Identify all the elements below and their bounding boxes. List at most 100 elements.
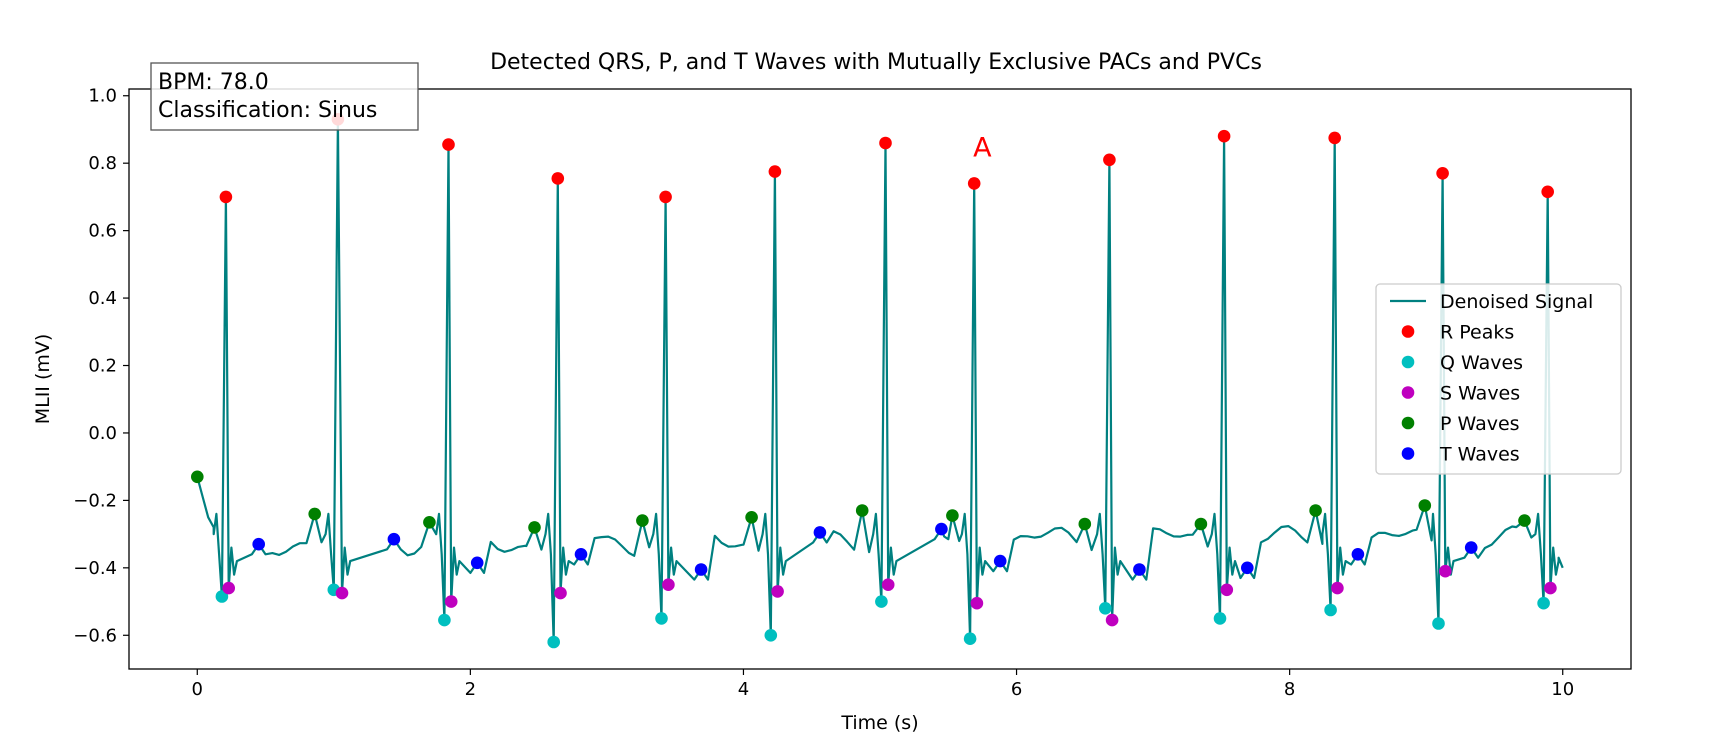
s-wave-marker [970,596,984,610]
plot-frame [128,88,1632,670]
p-wave-marker [946,509,959,522]
t-wave-marker [694,563,708,576]
t-wave-marker [252,537,265,551]
y-tick-label: −0.6 [73,625,117,646]
r-wave-marker [1436,167,1449,180]
annotation-label: A [973,132,992,163]
legend-label: Denoised Signal [1440,291,1593,313]
x-tick-label: 4 [738,679,749,700]
legend-label: P Waves [1440,413,1520,435]
y-tick-label: 0.6 [88,221,117,242]
info-box-frame [150,62,419,131]
p-wave-marker [423,516,436,529]
t-wave-marker [993,554,1007,568]
annotations: A [973,132,992,163]
p-wave-marker [1518,514,1531,527]
s-wave-marker [1331,581,1344,595]
q-wave-marker [547,635,560,649]
s-wave-marker [1105,613,1119,627]
chart-title: Detected QRS, P, and T Waves with Mutual… [490,50,1262,75]
denoised-signal-line [196,118,1564,644]
s-wave-marker [1544,581,1557,595]
y-tick-label: 0.4 [88,288,117,309]
q-wave-marker [1324,603,1337,617]
r-wave-marker [1217,129,1231,143]
t-wave-marker [1464,541,1478,554]
q-wave-marker [655,612,668,625]
legend-s-swatch [1401,386,1415,399]
q-wave-marker [1537,596,1550,610]
q-wave-marker [764,629,778,642]
q-wave-marker [1099,602,1112,615]
t-wave-marker [1133,563,1146,576]
p-wave-marker [308,507,322,521]
y-tick-label: 1.0 [88,86,117,107]
s-wave-marker [771,585,784,598]
axes: 0 2 4 6 8 10 1.0 0.8 0.6 0.4 0.2 0.0 −0.2 −0.4 −0.6 [73,86,1574,700]
s-wave-marker [1439,564,1452,578]
t-wave-marker [935,522,948,536]
q-wave-marker [875,595,888,608]
p-wave-marker [528,521,541,534]
s-wave-marker [554,586,567,600]
t-wave-marker [574,548,588,561]
p-wave-marker [745,511,758,524]
x-tick-label: 10 [1551,679,1574,700]
r-wave-marker [442,138,455,151]
t-wave-marker [470,556,484,570]
legend-r-swatch [1401,325,1415,338]
q-wave-marker [1213,612,1227,625]
r-wave-marker [219,190,233,204]
classification-text: Classification: Sinus [158,98,377,123]
s-wave-marker [222,581,235,595]
plot-area [191,113,1564,649]
y-axis-title: MLII (mV) [32,334,54,425]
q-wave-marker [963,632,977,645]
r-wave-marker [1541,185,1554,199]
bpm-text: BPM: 78.0 [158,70,269,95]
legend-label: Q Waves [1440,352,1523,374]
r-wave-marker [659,190,672,204]
legend-p-swatch [1401,416,1415,430]
q-wave-marker [215,590,229,603]
r-wave-marker [967,177,981,190]
legend-items: Denoised Signal R Peaks Q Waves S Waves P Wa… [1390,291,1593,466]
y-tick-label: 0.8 [88,153,117,174]
p-wave-marker [636,514,649,527]
legend: Denoised Signal R Peaks Q Waves S Waves P Wa… [1375,283,1622,475]
t-wave-marker [387,532,401,546]
p-wave-marker [1194,517,1208,531]
p-wave-marker [855,504,869,517]
y-tick-label: −0.2 [73,490,117,511]
q-wave-marker [438,613,451,627]
x-tick-label: 8 [1284,679,1295,700]
t-wave-marker [813,526,827,539]
x-tick-label: 6 [1011,679,1022,700]
s-wave-marker [335,586,349,600]
y-tick-label: 0.0 [88,423,117,444]
legend-q-swatch [1401,355,1415,369]
p-wave-marker [1418,499,1432,512]
x-axis-title: Time (s) [840,712,918,734]
y-tick-label: −0.4 [73,558,117,579]
r-wave-marker [1328,131,1341,145]
q-wave-marker [1432,617,1445,630]
legend-t-swatch [1401,447,1415,460]
legend-label: S Waves [1440,383,1520,405]
r-wave-marker [551,172,565,185]
p-wave-marker [191,470,204,484]
legend-frame [1375,283,1622,475]
r-wave-marker [879,136,892,150]
y-tick-label: 0.2 [88,356,117,377]
info-box: BPM: 78.0 Classification: Sinus [150,62,419,131]
x-tick-label: 2 [465,679,476,700]
legend-label: R Peaks [1440,322,1514,344]
s-wave-marker [881,578,895,591]
r-wave-marker [1103,153,1116,167]
s-wave-marker [662,578,675,591]
s-wave-marker [444,595,458,608]
p-wave-marker [1309,504,1322,517]
legend-label: T Waves [1439,444,1520,466]
s-wave-marker [1220,583,1234,597]
